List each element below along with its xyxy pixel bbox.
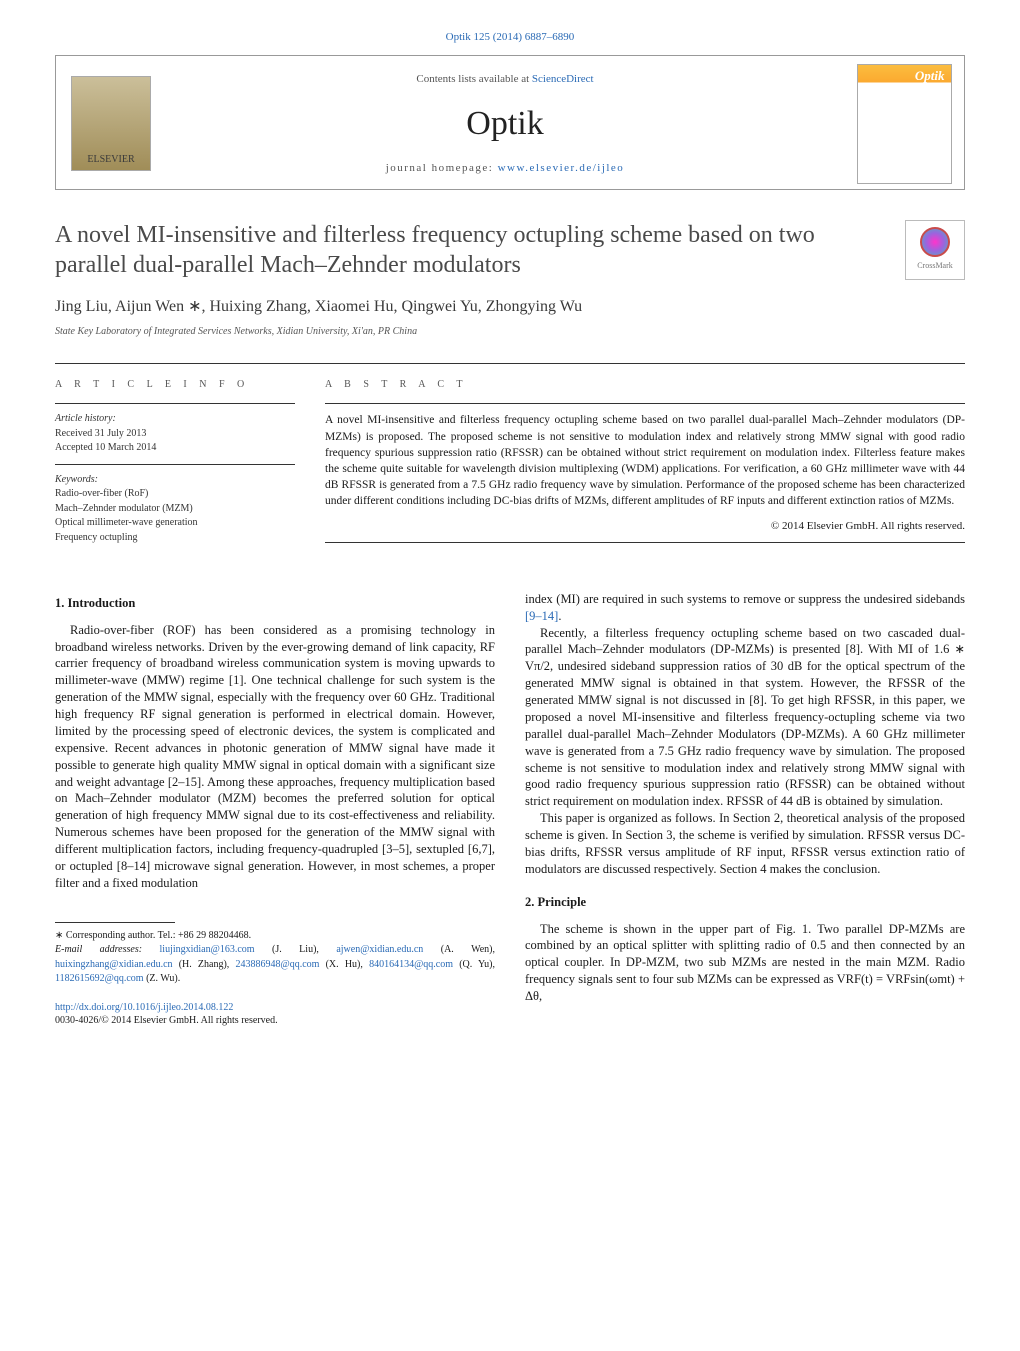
keyword: Frequency octupling <box>55 531 295 546</box>
crossmark-icon <box>920 227 950 257</box>
rule-info-2 <box>55 464 295 465</box>
email-who: (Q. Yu), <box>453 959 495 970</box>
corresponding-star: ∗ <box>184 298 201 315</box>
keyword: Optical millimeter-wave generation <box>55 516 295 531</box>
history-label: Article history: <box>55 412 295 427</box>
crossmark-label: CrossMark <box>917 261 953 272</box>
info-abstract-grid: A R T I C L E I N F O Article history: R… <box>55 364 965 551</box>
abstract-text: A novel MI-insensitive and filterless fr… <box>325 412 965 509</box>
rule-info-1 <box>55 403 295 404</box>
body-paragraph: index (MI) are required in such systems … <box>525 591 965 625</box>
contents-available-line: Contents lists available at ScienceDirec… <box>416 72 593 87</box>
email-who: (X. Hu), <box>319 959 369 970</box>
article-info-column: A R T I C L E I N F O Article history: R… <box>55 364 295 551</box>
keyword: Mach–Zehnder modulator (MZM) <box>55 502 295 517</box>
corresponding-note: ∗ Corresponding author. Tel.: +86 29 882… <box>55 929 495 944</box>
email-link[interactable]: 840164134@qq.com <box>369 959 453 970</box>
article-info-heading: A R T I C L E I N F O <box>55 378 295 392</box>
history-accepted: Accepted 10 March 2014 <box>55 441 295 456</box>
abstract-copyright: © 2014 Elsevier GmbH. All rights reserve… <box>325 519 965 534</box>
citation-ref[interactable]: [9–14] <box>525 609 558 623</box>
email-label: E-mail addresses: <box>55 944 160 955</box>
section-1-heading: 1. Introduction <box>55 595 495 612</box>
keyword: Radio-over-fiber (RoF) <box>55 487 295 502</box>
cover-thumb-cell <box>844 56 964 192</box>
section-2-heading: 2. Principle <box>525 894 965 911</box>
email-link[interactable]: 1182615692@qq.com <box>55 973 144 984</box>
history-received: Received 31 July 2013 <box>55 427 295 442</box>
doi-link[interactable]: http://dx.doi.org/10.1016/j.ijleo.2014.0… <box>55 1002 233 1013</box>
sciencedirect-link[interactable]: ScienceDirect <box>532 73 594 85</box>
authors-rest: , Huixing Zhang, Xiaomei Hu, Qingwei Yu,… <box>202 298 583 315</box>
publisher-logo-cell: ELSEVIER <box>56 56 166 192</box>
rule-abs-2 <box>325 542 965 543</box>
keywords-label: Keywords: <box>55 473 295 488</box>
body-paragraph: The scheme is shown in the upper part of… <box>525 921 965 1005</box>
authors-lead: Jing Liu, Aijun Wen <box>55 298 184 315</box>
article-history: Article history: Received 31 July 2013 A… <box>55 412 295 456</box>
email-who: (J. Liu), <box>255 944 337 955</box>
email-who: (Z. Wu). <box>144 973 181 984</box>
journal-name: Optik <box>466 101 543 147</box>
header-center: Contents lists available at ScienceDirec… <box>166 56 844 192</box>
authors-line: Jing Liu, Aijun Wen ∗, Huixing Zhang, Xi… <box>55 296 965 318</box>
email-link[interactable]: ajwen@xidian.edu.cn <box>336 944 423 955</box>
title-row: A novel MI-insensitive and filterless fr… <box>55 220 965 280</box>
affiliation: State Key Laboratory of Integrated Servi… <box>55 325 965 339</box>
issn-line: 0030-4026/© 2014 Elsevier GmbH. All righ… <box>55 1014 495 1028</box>
citation-line: Optik 125 (2014) 6887–6890 <box>55 30 965 45</box>
crossmark-badge[interactable]: CrossMark <box>905 220 965 280</box>
keywords-block: Keywords: Radio-over-fiber (RoF) Mach–Ze… <box>55 473 295 546</box>
body-paragraph: Radio-over-fiber (ROF) has been consider… <box>55 622 495 892</box>
email-link[interactable]: liujingxidian@163.com <box>160 944 255 955</box>
homepage-link[interactable]: www.elsevier.de/ijleo <box>498 162 625 174</box>
body-paragraph: Recently, a filterless frequency octupli… <box>525 625 965 811</box>
homepage-line: journal homepage: www.elsevier.de/ijleo <box>386 161 625 176</box>
contents-prefix: Contents lists available at <box>416 73 531 85</box>
abstract-heading: A B S T R A C T <box>325 378 965 392</box>
journal-cover-thumb <box>857 64 952 184</box>
body-paragraph: This paper is organized as follows. In S… <box>525 810 965 878</box>
article-title: A novel MI-insensitive and filterless fr… <box>55 220 835 280</box>
homepage-prefix: journal homepage: <box>386 162 498 174</box>
email-link[interactable]: huixingzhang@xidian.edu.cn <box>55 959 173 970</box>
body-text: . <box>558 609 561 623</box>
journal-header: ELSEVIER Contents lists available at Sci… <box>55 55 965 190</box>
elsevier-logo-text: ELSEVIER <box>87 153 134 167</box>
email-addresses: E-mail addresses: liujingxidian@163.com … <box>55 943 495 987</box>
body-text: index (MI) are required in such systems … <box>525 592 965 606</box>
doi-block: http://dx.doi.org/10.1016/j.ijleo.2014.0… <box>55 1001 495 1028</box>
email-who: (H. Zhang), <box>173 959 236 970</box>
elsevier-logo: ELSEVIER <box>71 76 151 171</box>
email-link[interactable]: 243886948@qq.com <box>235 959 319 970</box>
email-who: (A. Wen), <box>423 944 495 955</box>
body-columns: 1. Introduction Radio-over-fiber (ROF) h… <box>55 591 965 1028</box>
footnotes: ∗ Corresponding author. Tel.: +86 29 882… <box>55 929 495 987</box>
abstract-column: A B S T R A C T A novel MI-insensitive a… <box>325 364 965 551</box>
footnote-rule <box>55 922 175 923</box>
rule-abs-1 <box>325 403 965 404</box>
